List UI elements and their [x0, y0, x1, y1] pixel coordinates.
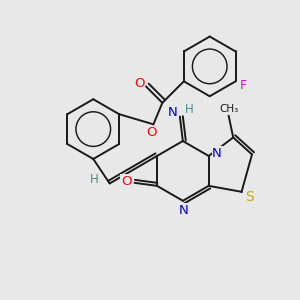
Text: F: F [239, 79, 247, 92]
Text: CH₃: CH₃ [219, 104, 238, 114]
Text: N: N [212, 147, 222, 160]
Text: N: N [167, 106, 177, 119]
Text: O: O [147, 126, 157, 139]
Text: N: N [178, 204, 188, 217]
Text: O: O [134, 77, 145, 90]
Text: O: O [121, 175, 131, 188]
Text: H: H [90, 173, 98, 186]
Text: S: S [245, 190, 254, 204]
Text: H: H [185, 103, 194, 116]
